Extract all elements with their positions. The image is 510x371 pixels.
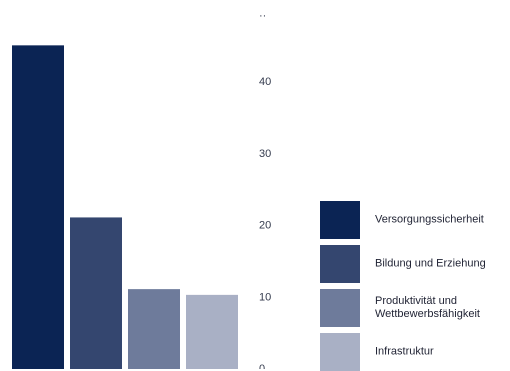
legend-label: Bildung und Erziehung bbox=[375, 257, 486, 270]
y-tick-label: 40 bbox=[259, 76, 271, 88]
bars-group bbox=[12, 45, 238, 369]
y-axis-ticks: 0 10 20 30 40 ·· bbox=[259, 10, 271, 369]
legend-swatch bbox=[320, 289, 360, 327]
bar-3 bbox=[128, 289, 180, 369]
bar-1 bbox=[12, 45, 64, 369]
legend-item: Bildung und Erziehung bbox=[320, 245, 510, 283]
y-tick-label: 0 bbox=[259, 363, 265, 369]
legend-item: Produktivität und Wettbewerbsfähigkeit bbox=[320, 289, 510, 327]
y-tick-label: 10 bbox=[259, 291, 271, 303]
legend-swatch bbox=[320, 245, 360, 283]
legend-item: Infrastruktur bbox=[320, 333, 510, 371]
legend-label: Infrastruktur bbox=[375, 345, 434, 358]
legend-swatch bbox=[320, 201, 360, 239]
y-tick-label: 20 bbox=[259, 220, 271, 232]
bar-2 bbox=[70, 217, 122, 369]
y-tick-label-cut: ·· bbox=[259, 10, 266, 22]
legend-item: Versorgungssicherheit bbox=[320, 201, 510, 239]
bar-4 bbox=[186, 294, 238, 369]
y-tick-label: 30 bbox=[259, 148, 271, 160]
legend-label: Produktivität und Wettbewerbsfähigkeit bbox=[375, 295, 480, 320]
legend-swatch bbox=[320, 333, 360, 371]
legend-label: Versorgungssicherheit bbox=[375, 213, 484, 226]
